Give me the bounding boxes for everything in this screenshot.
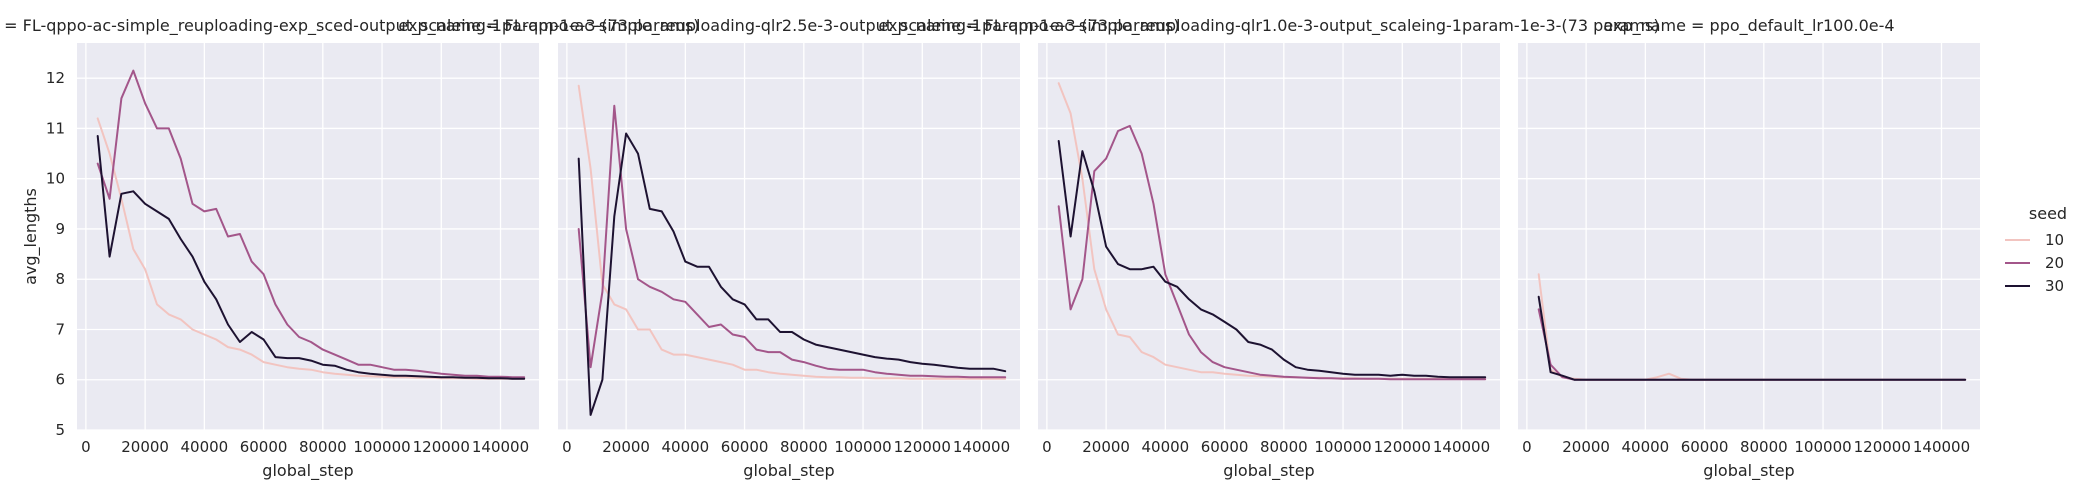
series-line-30 <box>577 132 1007 416</box>
x-axis-label: global_step <box>1703 461 1794 481</box>
x-tick-label: 100000 <box>1794 438 1851 456</box>
x-tick-label: 60000 <box>1201 438 1249 456</box>
x-tick-label: 60000 <box>721 438 769 456</box>
x-tick-label: 20000 <box>1562 438 1610 456</box>
panel-2: 0 20000 40000 60000 80000 100000 120000 140000g… <box>398 16 1179 481</box>
panel-title: exp_name = FL-qppo-ac-simple_reuploading… <box>398 16 1179 36</box>
x-tick-label: 120000 <box>1374 438 1431 456</box>
x-tick-label: 20000 <box>602 438 650 456</box>
y-tick-label: 7 <box>55 320 65 338</box>
x-tick-label: 100000 <box>353 438 410 456</box>
x-tick-label: 80000 <box>1740 438 1788 456</box>
x-tick-label: 120000 <box>894 438 951 456</box>
grid <box>1518 43 1980 431</box>
legend-title: seed <box>2029 204 2067 223</box>
x-tick-label: 0 <box>81 438 91 456</box>
series-line-10 <box>577 84 1007 380</box>
x-tick-label: 120000 <box>1854 438 1911 456</box>
series-line-20 <box>96 69 526 379</box>
legend-label-30: 30 <box>2045 277 2064 295</box>
x-axis-label: global_step <box>262 461 353 481</box>
y-tick-label: 8 <box>55 270 65 288</box>
legend-label-20: 20 <box>2045 254 2064 272</box>
x-tick-label: 140000 <box>953 438 1010 456</box>
x-axis-label: global_step <box>743 461 834 481</box>
x-tick-label: 0 <box>562 438 572 456</box>
legend: seed 10 20 30 <box>2005 204 2067 295</box>
y-tick-label: 12 <box>46 69 65 87</box>
x-axis-label: global_step <box>1223 461 1314 481</box>
y-tick-label: 5 <box>55 421 65 439</box>
panel-title: exp_name = FL-qppo-ac-simple_reuploading… <box>878 16 1659 36</box>
panel-title: exp_name = FL-qppo-ac-simple_reuploading… <box>0 16 700 36</box>
x-tick-label: 120000 <box>413 438 470 456</box>
x-tick-label: 100000 <box>834 438 891 456</box>
x-tick-label: 0 <box>1522 438 1532 456</box>
y-tick-label: 9 <box>55 220 65 238</box>
x-tick-label: 40000 <box>1141 438 1189 456</box>
panel-title: exp_name = ppo_default_lr100.0e-4 <box>1603 16 1894 36</box>
x-tick-label: 0 <box>1042 438 1052 456</box>
series-line-30 <box>96 135 526 380</box>
x-tick-label: 80000 <box>299 438 347 456</box>
x-tick-label: 20000 <box>121 438 169 456</box>
panel-3: 0 20000 40000 60000 80000 100000 120000 140000g… <box>878 16 1659 481</box>
y-axis-label: avg_lengths <box>21 188 41 285</box>
x-tick-label: 40000 <box>1621 438 1669 456</box>
panel-4: 0 20000 40000 60000 80000 100000 120000 140000 g… <box>1518 16 1980 481</box>
x-tick-label: 80000 <box>1260 438 1308 456</box>
series-line-20 <box>577 104 1007 379</box>
x-tick-label: 140000 <box>1433 438 1490 456</box>
x-tick-label: 20000 <box>1082 438 1130 456</box>
grid <box>77 43 539 431</box>
x-tick-label: 40000 <box>180 438 228 456</box>
x-tick-label: 40000 <box>661 438 709 456</box>
y-tick-label: 6 <box>55 371 65 389</box>
series-line-30 <box>1537 295 1967 381</box>
plot-background <box>77 43 539 430</box>
x-tick-label: 80000 <box>780 438 828 456</box>
plot-background <box>1038 43 1500 430</box>
y-tick-label: 11 <box>46 119 65 137</box>
series-line-20 <box>1057 124 1487 381</box>
facet-grid: 0 20000 40000 60000 80000 100000 120000 1400005… <box>0 16 1980 481</box>
grid <box>558 43 1020 431</box>
plot-background <box>1518 43 1980 430</box>
x-tick-label: 140000 <box>1913 438 1970 456</box>
x-tick-label: 140000 <box>472 438 529 456</box>
legend-label-10: 10 <box>2045 231 2064 249</box>
panel-1: 0 20000 40000 60000 80000 100000 120000 140000 5… <box>0 16 700 481</box>
x-tick-label: 100000 <box>1314 438 1371 456</box>
y-tick-label: 10 <box>46 170 65 188</box>
series-line-30 <box>1057 140 1487 379</box>
x-tick-label: 60000 <box>1681 438 1729 456</box>
x-tick-label: 60000 <box>240 438 288 456</box>
